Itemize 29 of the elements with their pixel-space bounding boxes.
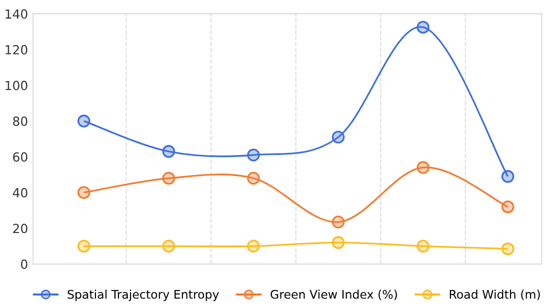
y-tick-label: 100 bbox=[6, 80, 28, 90]
point bbox=[247, 148, 260, 162]
y-tick-label: 140 bbox=[6, 9, 28, 19]
point bbox=[247, 240, 260, 253]
legend-label: Green View Index (%) bbox=[270, 290, 397, 300]
point bbox=[77, 186, 90, 199]
y-tick-label: 80 bbox=[13, 116, 28, 126]
point bbox=[416, 240, 430, 253]
point bbox=[247, 172, 260, 185]
point bbox=[501, 200, 514, 214]
y-tick-label: 120 bbox=[6, 45, 28, 54]
point bbox=[416, 20, 430, 34]
y-tick-label: 0 bbox=[21, 259, 28, 269]
point bbox=[501, 170, 514, 183]
point bbox=[332, 216, 345, 228]
point bbox=[162, 145, 176, 158]
point bbox=[416, 161, 430, 174]
point bbox=[332, 130, 345, 144]
point bbox=[501, 242, 514, 256]
legend-label: Road Width (m) bbox=[450, 290, 540, 300]
y-tick-label: 20 bbox=[13, 224, 28, 234]
legend-label: Spatial Trajectory Entropy bbox=[68, 290, 219, 302]
point bbox=[332, 236, 345, 249]
y-tick-label: 40 bbox=[12, 188, 28, 198]
point bbox=[77, 114, 90, 128]
point bbox=[77, 240, 90, 253]
y-tick-label: 60 bbox=[13, 152, 28, 162]
point bbox=[162, 172, 176, 185]
point bbox=[162, 240, 176, 253]
